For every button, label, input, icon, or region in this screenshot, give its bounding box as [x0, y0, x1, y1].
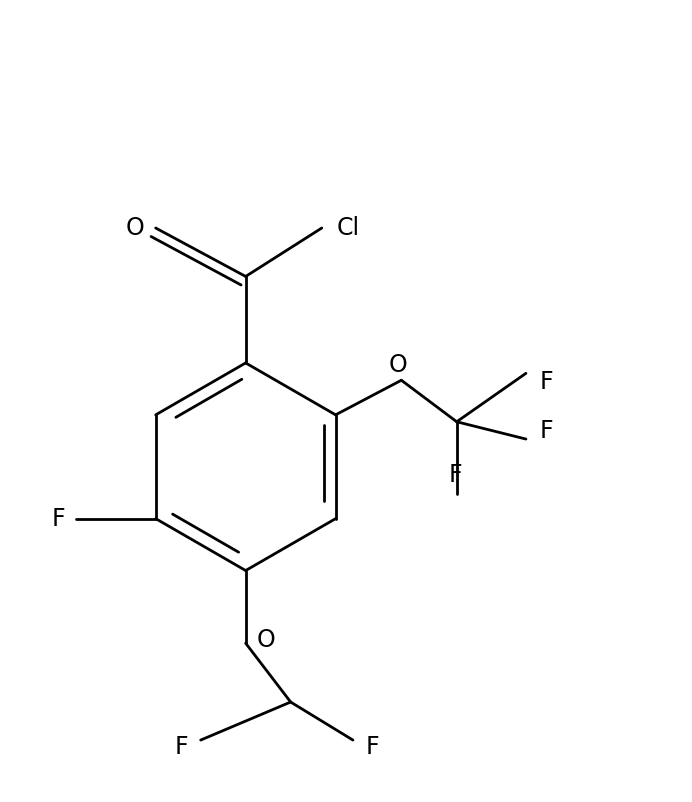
Text: O: O — [125, 216, 145, 240]
Text: O: O — [388, 353, 408, 377]
Text: F: F — [174, 735, 188, 759]
Text: F: F — [540, 370, 554, 394]
Text: F: F — [540, 419, 554, 443]
Text: F: F — [52, 507, 66, 531]
Text: F: F — [448, 463, 462, 487]
Text: Cl: Cl — [336, 216, 360, 240]
Text: O: O — [257, 628, 276, 652]
Text: F: F — [365, 735, 379, 759]
